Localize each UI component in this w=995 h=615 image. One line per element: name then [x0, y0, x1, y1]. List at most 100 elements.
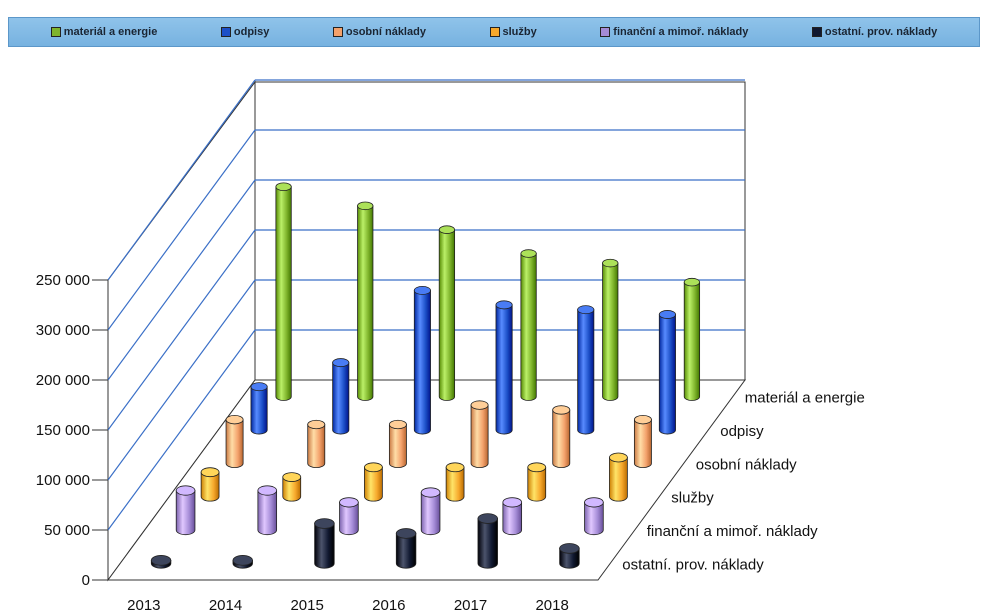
bar: [658, 310, 676, 435]
x-tick-label: 2015: [290, 597, 323, 614]
bar-body: [250, 386, 268, 435]
bar: [584, 497, 604, 536]
bar: [250, 382, 268, 435]
bar: [388, 419, 407, 468]
y-tick-label: 0: [82, 572, 90, 589]
bar-body: [413, 290, 431, 435]
bar: [470, 400, 489, 468]
bar-top: [339, 497, 359, 508]
legend-swatch: [220, 27, 231, 37]
bar: [282, 472, 302, 502]
gridline: [107, 279, 256, 481]
bar: [339, 497, 359, 536]
x-tick-label: 2014: [209, 597, 242, 614]
bar-top: [282, 472, 302, 482]
bar: [552, 405, 571, 469]
bar-body: [175, 490, 196, 536]
bar: [420, 487, 441, 536]
bar: [175, 485, 196, 536]
bar-body: [445, 466, 465, 502]
axis-labels: 0 50 000 100 000 150 000 200 000 300 000 250 0…: [36, 272, 865, 614]
bar-top: [332, 358, 350, 368]
y-tick-label: 200 000: [36, 372, 90, 389]
gridline: [107, 129, 256, 331]
legend-swatch: [50, 27, 61, 37]
gridline: [107, 79, 256, 281]
bar: [307, 419, 326, 469]
bar-body: [577, 309, 595, 435]
bar-top: [275, 182, 292, 192]
legend-label: osobní náklady: [345, 26, 426, 38]
x-tick-label: 2013: [127, 597, 160, 614]
bar: [438, 225, 456, 401]
bar: [332, 358, 350, 435]
series-axis-label: materiál a energie: [745, 390, 865, 407]
bar-body: [552, 409, 571, 469]
bar: [495, 300, 513, 435]
bar-body: [307, 424, 326, 469]
bar: [520, 249, 537, 401]
legend-item: materiál a energie: [50, 26, 157, 38]
legend-label: služby: [502, 26, 537, 38]
bar: [683, 277, 701, 401]
bar-top: [609, 452, 628, 463]
gridline: [107, 179, 256, 381]
bar-top: [445, 462, 465, 473]
bar-body: [395, 533, 417, 569]
bar-top: [527, 462, 547, 473]
bar-body: [200, 471, 220, 502]
bar-top: [413, 285, 431, 295]
bar: [609, 452, 628, 502]
bar: [200, 467, 220, 502]
bar-top: [307, 419, 326, 430]
legend-swatch: [811, 27, 822, 37]
bar-body: [332, 362, 350, 435]
bar-body: [420, 492, 441, 536]
bar: [150, 555, 172, 569]
bar: [314, 518, 335, 569]
legend-label: finanční a mimoř. náklady: [613, 26, 749, 38]
legend-label: ostatní. prov. náklady: [824, 26, 938, 38]
bar-body: [282, 476, 302, 502]
series-axis-label: osobní náklady: [696, 456, 797, 473]
y-tick-label: 300 000: [36, 322, 90, 339]
y-tick-label: 250 000: [36, 272, 90, 289]
bar: [413, 285, 431, 435]
bar-top: [420, 487, 441, 498]
bar-body: [559, 547, 580, 569]
legend-label: odpisy: [233, 26, 270, 38]
bar-body: [658, 314, 676, 435]
bar-top: [175, 485, 196, 496]
bar-body: [339, 501, 359, 536]
bar: [445, 462, 465, 502]
bar-top: [314, 518, 335, 529]
bar-top: [584, 497, 604, 508]
bar-top: [200, 467, 220, 478]
bars: [150, 182, 701, 569]
bar-body: [502, 501, 523, 536]
bar-body: [314, 523, 335, 569]
bar-top: [477, 513, 498, 524]
x-tick-label: 2017: [454, 597, 487, 614]
gridline: [107, 229, 256, 431]
legend-swatch: [332, 27, 343, 37]
bar-body: [527, 466, 547, 502]
legend-item: finanční a mimoř. náklady: [600, 26, 748, 38]
bar-top: [602, 258, 619, 268]
bar-body: [477, 518, 498, 569]
bar: [225, 414, 244, 468]
bar-top: [502, 497, 523, 508]
bar: [364, 462, 383, 502]
series-axis-label: finanční a mimoř. náklady: [647, 523, 818, 540]
bar: [395, 528, 417, 569]
bar-body: [584, 501, 604, 536]
bar-top: [559, 543, 580, 554]
bar: [633, 414, 652, 468]
bar-body: [275, 186, 292, 401]
legend-item: osobní náklady: [332, 26, 426, 38]
y-tick-label: 150 000: [36, 422, 90, 439]
legend-item: odpisy: [220, 26, 270, 38]
legend-item: ostatní. prov. náklady: [811, 26, 938, 38]
bar-top: [658, 310, 676, 319]
